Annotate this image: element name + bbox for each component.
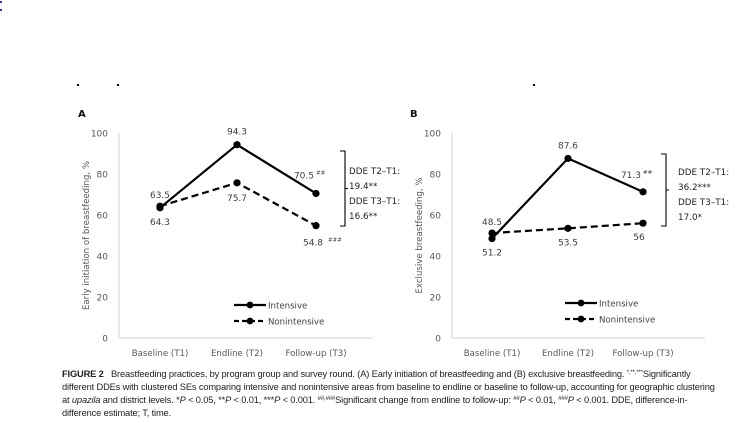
x-tick-label: Follow-up (T3) (285, 349, 346, 359)
data-label-intensive: 48.5 (482, 218, 502, 228)
data-label-intensive: 71.3 (621, 171, 641, 181)
caption-p: P (225, 395, 232, 405)
page-marker-dot (0, 9, 2, 11)
caption-text: < 0.01, (528, 395, 556, 405)
data-point-nonintensive (156, 202, 164, 210)
dde-annotation: DDE T2–T1: (678, 168, 729, 178)
y-tick-label: 80 (97, 171, 109, 181)
y-tick-label: 60 (430, 212, 442, 222)
caption-p: P (567, 395, 574, 405)
x-tick-label: Follow-up (T3) (612, 349, 673, 359)
panel-letter: A (78, 109, 86, 120)
data-point-intensive (488, 234, 496, 243)
data-label-intensive: 70.5 (294, 171, 314, 181)
caption-p: P (274, 395, 281, 405)
dde-annotation: 16.6** (349, 212, 378, 222)
figure-charts: A 0 20 40 60 80 100 Early initiation of breastf… (78, 109, 729, 359)
data-point-intensive (639, 188, 647, 196)
y-tick-label: 100 (91, 130, 108, 140)
y-tick-label: 40 (430, 253, 442, 263)
significance-mark: ## (643, 170, 653, 176)
data-label-nonintensive: 64.3 (150, 218, 170, 228)
caption-text: Breastfeeding practices, by program grou… (111, 369, 625, 379)
caption-p: P (519, 395, 526, 405)
dde-annotation: 17.0* (678, 213, 703, 223)
data-point-nonintensive (639, 219, 647, 227)
artifact-dot (77, 84, 79, 86)
dde-annotation: DDE T2–T1: (349, 167, 400, 177)
data-point-nonintensive (233, 179, 241, 187)
series-line-nonintensive (491, 222, 644, 235)
caption-sup: ##,### (317, 396, 336, 402)
dde-bracket (661, 153, 669, 227)
caption-italic: upazila (71, 395, 101, 405)
caption-text: < 0.05, ** (188, 395, 226, 405)
caption-text: and district levels. * (102, 395, 180, 405)
artifact-dot (117, 84, 119, 86)
data-label-nonintensive: 56 (633, 233, 645, 243)
y-tick-label: 100 (424, 130, 441, 140)
dde-bracket (340, 150, 348, 227)
caption-text: < 0.001. DDE, difference-in-difference e… (62, 395, 688, 418)
dde-annotation: 19.4** (349, 182, 378, 192)
x-tick-label: Baseline (T1) (132, 349, 189, 359)
caption-text: < 0.001. (282, 395, 316, 405)
legend-label: Nonintensive (599, 316, 655, 326)
dde-annotation: DDE T3–T1: (349, 197, 400, 207)
data-label-nonintensive: 75.7 (227, 194, 247, 204)
page-marker-dot (0, 1, 2, 3)
figure-caption: FIGURE 2 Breastfeeding practices, by pro… (62, 368, 722, 420)
data-label-nonintensive: 53.5 (558, 238, 578, 248)
significance-mark: ### (328, 238, 342, 244)
y-tick-label: 20 (430, 294, 442, 304)
data-point-nonintensive (312, 222, 320, 230)
data-point-intensive (312, 189, 320, 198)
caption-text: Significantly different DDEs with cluste… (62, 369, 715, 405)
legend-label: Intensive (599, 300, 638, 310)
legend-label: Intensive (268, 302, 307, 312)
legend-label: Nonintensive (268, 318, 324, 328)
data-label-nonintensive: 51.2 (482, 249, 502, 259)
data-label-intensive: 87.6 (558, 141, 578, 151)
data-label-intensive: 94.3 (227, 128, 247, 138)
dde-annotation: 36.2*** (678, 183, 711, 193)
y-tick-label: 0 (435, 335, 441, 345)
caption-sup: ## (513, 396, 520, 402)
data-point-intensive (233, 141, 241, 149)
legend-marker-nonintensive (246, 317, 254, 325)
legend-marker-intensive (246, 301, 254, 309)
data-point-nonintensive (488, 229, 496, 237)
caption-text: Significant change from endline to follo… (335, 395, 511, 405)
data-label-nonintensive: 54.8 (303, 239, 323, 249)
caption-sup: ### (558, 396, 568, 402)
panel-letter: B (410, 109, 418, 120)
data-label-intensive: 63.5 (150, 191, 170, 201)
x-tick-label: Endline (T2) (211, 349, 263, 359)
y-tick-label: 40 (97, 253, 109, 263)
significance-mark: ## (316, 170, 326, 176)
artifact-dot (533, 84, 535, 86)
dde-annotation: DDE T3–T1: (678, 198, 729, 208)
legend-marker-intensive (577, 299, 585, 307)
y-tick-label: 20 (97, 294, 109, 304)
caption-label: FIGURE 2 (62, 369, 104, 379)
x-tick-label: Baseline (T1) (464, 349, 521, 359)
data-point-nonintensive (564, 224, 572, 232)
y-tick-label: 0 (102, 335, 108, 345)
y-axis-title: Exclusive breastfeeding, % (415, 177, 425, 293)
x-tick-label: Endline (T2) (542, 349, 594, 359)
y-tick-label: 80 (430, 171, 442, 181)
y-axis-title: Early initiation of breastfeeding, % (82, 161, 92, 310)
legend-marker-nonintensive (577, 315, 585, 323)
caption-p: P (179, 395, 186, 405)
caption-text: < 0.01, *** (233, 395, 275, 405)
y-tick-label: 60 (97, 212, 109, 222)
caption-sup: *,**,*** (626, 370, 643, 376)
data-point-intensive (564, 154, 572, 163)
